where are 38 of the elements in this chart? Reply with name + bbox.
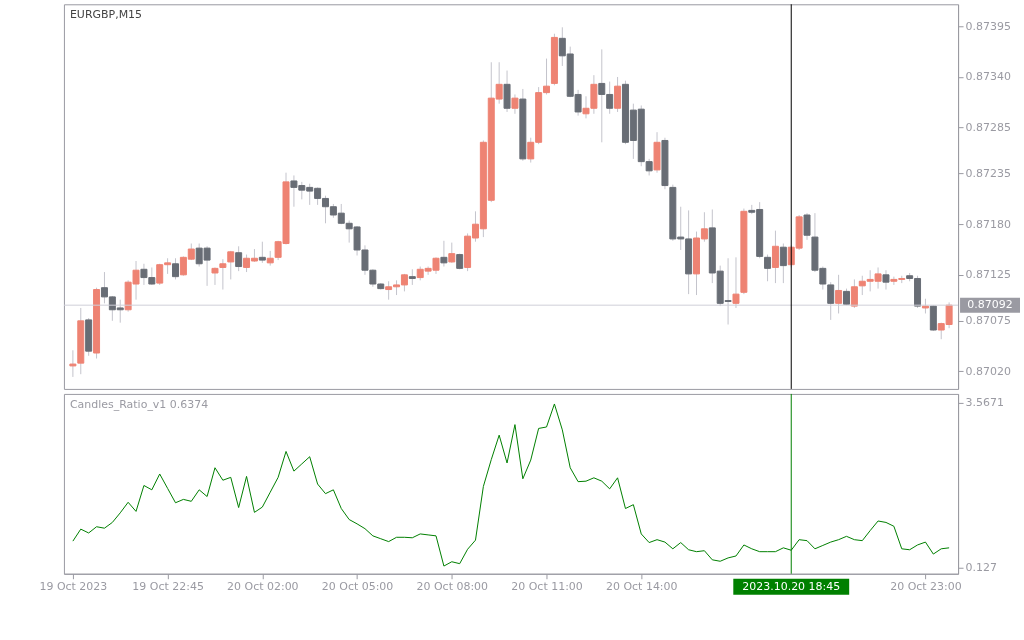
candlestick	[803, 212, 811, 241]
candlestick	[511, 93, 519, 115]
x-tick-label: 20 Oct 23:00	[890, 580, 962, 594]
candlestick	[219, 258, 227, 291]
y-tick-label: 0.87285	[965, 121, 1011, 135]
x-tick-label: 20 Oct 14:00	[605, 580, 678, 594]
y-tick-label: 0.87180	[965, 217, 1011, 231]
x-tick-label: 20 Oct 05:00	[321, 580, 394, 594]
x-tick-label: 19 Oct 2023	[39, 580, 108, 594]
y-tick-label: 0.87020	[965, 364, 1011, 378]
y-tick-label: 0.127	[965, 561, 997, 575]
candlestick	[882, 269, 890, 291]
x-tick-label: 20 Oct 08:00	[416, 580, 489, 594]
candlestick	[258, 241, 266, 264]
candlestick	[771, 230, 779, 284]
candlestick	[614, 76, 622, 113]
x-tick-label: 2023.10.20 18:45	[742, 579, 841, 593]
candlestick	[172, 257, 179, 280]
y-tick-label: 0.87075	[965, 314, 1011, 328]
candlestick	[211, 266, 219, 286]
x-tick-label: 20 Oct 02:00	[227, 580, 299, 594]
x-tick-label: 19 Oct 22:45	[132, 580, 204, 594]
chart-title: EURGBP,M15	[69, 8, 143, 22]
x-tick-label: 20 Oct 11:00	[511, 580, 583, 594]
y-tick-label: 0.87340	[965, 70, 1011, 84]
ref-line-label: 0.87092	[967, 298, 1013, 312]
candlestick	[779, 243, 787, 284]
chart-title: Candles_Ratio_v1 0.6374	[69, 397, 209, 411]
candlestick	[235, 245, 243, 272]
candlestick	[503, 70, 511, 113]
candlestick	[440, 240, 448, 268]
y-tick-label: 3.5671	[965, 396, 1004, 410]
candlestick	[227, 250, 235, 280]
y-tick-label: 0.87395	[965, 19, 1011, 33]
candlestick	[448, 242, 456, 264]
y-tick-label: 0.87235	[965, 167, 1011, 181]
candlestick	[764, 254, 772, 282]
y-tick-label: 0.87125	[965, 268, 1011, 282]
